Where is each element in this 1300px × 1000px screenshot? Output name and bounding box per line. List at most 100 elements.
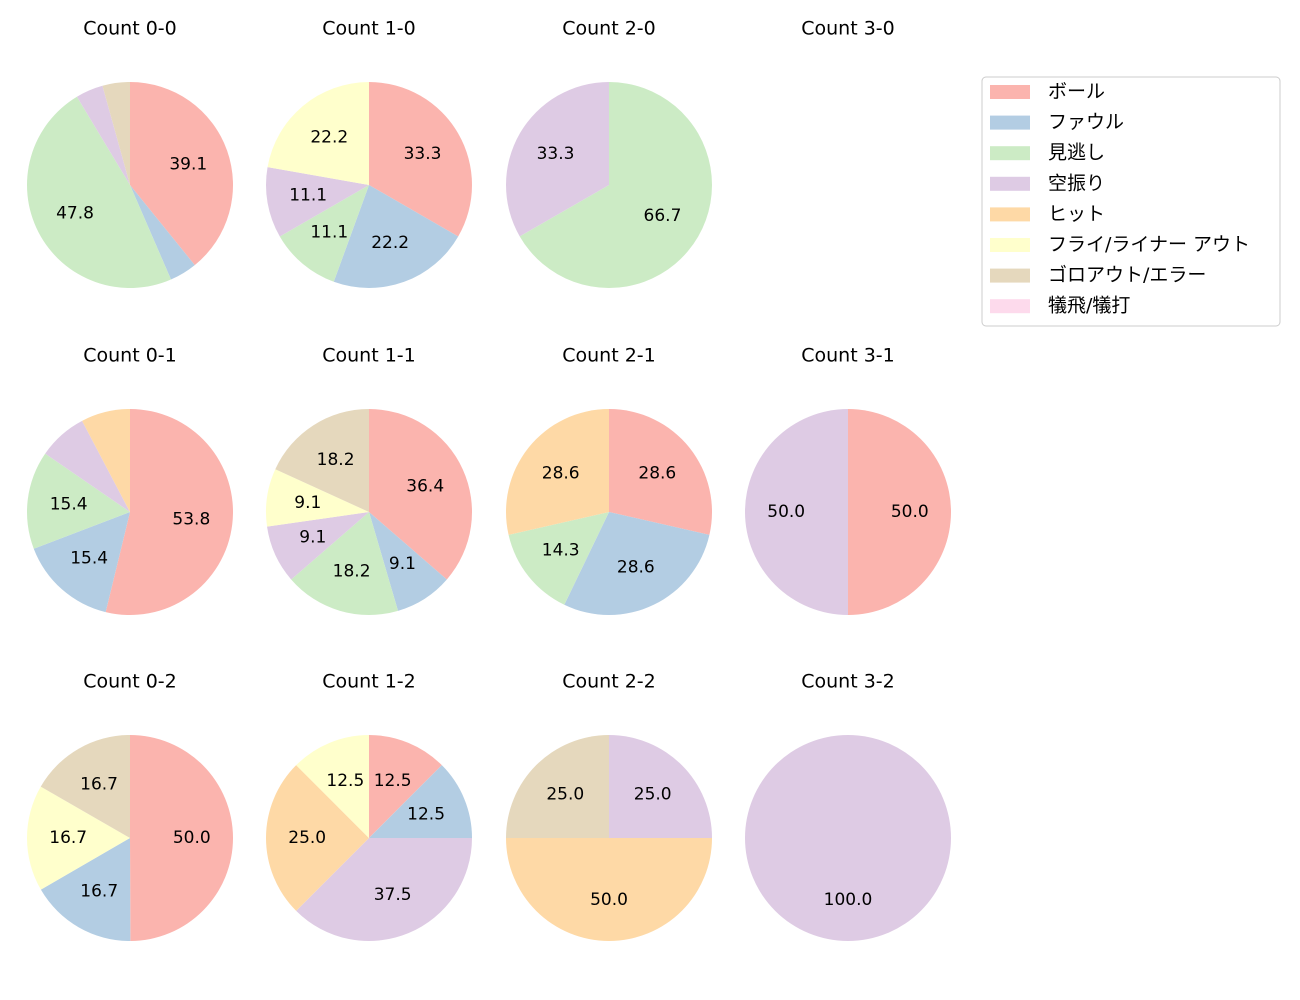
slice-label: 36.4 (406, 476, 444, 496)
legend-label: フライ/ライナー アウト (1048, 234, 1250, 256)
pie-slice (27, 96, 171, 289)
pie-slice (609, 409, 712, 535)
pie-title: Count 0-1 (83, 345, 177, 367)
legend-swatch (990, 85, 1030, 99)
pie-slice (40, 838, 131, 941)
slice-label: 22.2 (310, 128, 348, 148)
pie-slice (76, 85, 130, 185)
pie-slice (369, 82, 472, 237)
pie-title: Count 1-2 (322, 671, 416, 693)
pie-slice (267, 82, 369, 185)
pie-slice (745, 735, 951, 941)
slice-label: 100.0 (824, 890, 873, 910)
pie-slice (267, 512, 369, 580)
pie-slice (333, 185, 459, 289)
slice-label: 53.8 (172, 509, 210, 529)
pie-title: Count 1-1 (322, 345, 416, 367)
pie-slice (519, 82, 712, 288)
legend-label: 犠飛/犠打 (1048, 295, 1130, 317)
pie-slice (130, 735, 234, 941)
slice-label: 11.1 (310, 222, 348, 242)
pie-title: Count 0-0 (83, 18, 177, 40)
slice-label: 33.3 (404, 144, 442, 164)
legend-label: ファウル (1048, 111, 1124, 133)
slice-label: 25.0 (546, 784, 584, 804)
legend-swatch (990, 268, 1030, 283)
pie-slice (265, 469, 369, 527)
pie-slice (130, 82, 233, 266)
slice-label: 9.1 (299, 528, 326, 548)
pie-slice (506, 82, 609, 237)
pie-title: Count 2-2 (562, 671, 656, 693)
slice-label: 25.0 (634, 784, 672, 804)
slice-label: 50.0 (590, 890, 628, 910)
legend-swatch (990, 207, 1030, 222)
legend-box (981, 76, 1281, 327)
pie-slice (26, 786, 131, 890)
pie-slice (33, 512, 131, 613)
slice-label: 47.8 (56, 203, 94, 223)
pie-slice (105, 409, 234, 615)
slice-label: 9.1 (294, 493, 321, 513)
slice-label: 15.4 (70, 548, 108, 568)
pie-title: Count 3-2 (801, 671, 895, 693)
slice-label: 12.5 (407, 804, 445, 824)
pie-slice (506, 735, 609, 838)
slice-label: 16.7 (49, 828, 87, 848)
slice-label: 9.1 (389, 554, 416, 574)
slice-label: 28.6 (617, 558, 655, 578)
slice-label: 22.2 (371, 233, 409, 253)
pie-slice (40, 735, 130, 838)
pie-slice (505, 409, 609, 535)
slice-label: 50.0 (173, 828, 211, 848)
pie-title: Count 2-0 (562, 18, 656, 40)
pie-slice (848, 409, 951, 615)
pie-slice (506, 838, 712, 941)
slice-label: 50.0 (767, 502, 805, 522)
legend-swatch (990, 176, 1030, 191)
slice-label: 37.5 (374, 885, 412, 905)
legend-label: ヒット (1048, 203, 1105, 225)
pie-slice (508, 512, 609, 605)
slice-label: 18.2 (317, 450, 355, 470)
pie-slice (745, 409, 848, 615)
slice-label: 28.6 (542, 463, 580, 483)
pie-slice (296, 735, 369, 838)
pie-title: Count 3-1 (801, 345, 895, 367)
pie-slice (564, 512, 710, 615)
legend-label: 空振り (1048, 172, 1105, 194)
pie-slice (130, 185, 195, 280)
pie-slice (369, 512, 447, 611)
slice-label: 11.1 (289, 186, 327, 206)
slice-label: 16.7 (80, 774, 118, 794)
legend-label: 見逃し (1048, 142, 1105, 164)
pie-slice (369, 735, 442, 838)
pie-title: Count 1-0 (322, 18, 416, 40)
pie-slice (369, 765, 472, 838)
legend-swatch (990, 299, 1030, 314)
slice-label: 12.5 (374, 771, 412, 791)
slice-label: 16.7 (80, 882, 118, 902)
slice-label: 66.7 (644, 206, 682, 226)
pie-slice (609, 735, 712, 838)
pie-slice (296, 838, 472, 941)
legend-label: ボール (1048, 81, 1105, 103)
legend-swatch (990, 146, 1030, 161)
slice-label: 33.3 (537, 144, 575, 164)
pie-slice (279, 185, 369, 282)
pie-slice (45, 420, 130, 512)
pie-slice (27, 453, 131, 549)
pie-slice (291, 512, 399, 615)
legend-swatch (990, 115, 1030, 130)
pie-title: Count 3-0 (801, 18, 895, 40)
slice-label: 25.0 (288, 828, 326, 848)
pie-slice (82, 409, 130, 512)
slice-label: 12.5 (326, 771, 364, 791)
pie-slice (266, 765, 369, 911)
slice-label: 39.1 (169, 154, 207, 174)
slice-label: 28.6 (638, 463, 676, 483)
legend-label: ゴロアウト/エラー (1048, 264, 1206, 286)
slice-label: 18.2 (333, 561, 371, 581)
pie-slice (275, 409, 369, 512)
